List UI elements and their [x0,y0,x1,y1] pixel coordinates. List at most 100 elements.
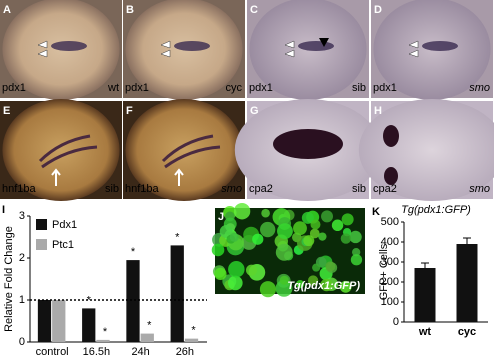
chart-title: Tg(pdx1:GFP) [401,204,471,216]
cell [275,243,293,261]
stain [383,125,399,147]
arrow [51,168,61,186]
panel-letter: K [372,206,380,218]
stain [422,41,458,51]
y-tick-label: 300 [381,256,399,268]
y-axis-label: GFP+ Cells [378,243,390,300]
condition-label: sib [352,82,366,94]
gene-label: pdx1 [125,82,149,94]
embryo [2,99,120,201]
cell [320,278,333,292]
arrowhead [37,40,48,58]
stain [38,134,98,169]
y-tick-label: 3 [19,210,25,222]
legend-swatch [36,219,47,230]
gene-label: hnf1ba [125,183,160,195]
bar [456,244,478,322]
y-tick-label: 2 [19,252,25,264]
cell [351,247,361,257]
bar [414,268,436,322]
arrowhead [408,40,419,58]
bar [184,338,199,342]
cell [307,275,319,286]
cell [211,243,225,257]
panel-letter: H [374,105,382,117]
bar [170,245,184,342]
y-tick-label: 200 [381,276,399,288]
x-tick-label: cyc [458,326,476,338]
condition-label: smo [469,183,490,195]
cell [318,232,327,241]
significance-marker: * [175,231,180,243]
bar [140,333,154,342]
panel-letter: I [2,204,5,216]
panel-letter: F [126,105,133,117]
condition-label: sib [352,183,366,195]
gene-label: hnf1ba [2,183,37,195]
cell [246,264,258,276]
arrow [174,168,184,186]
cell [331,219,344,231]
y-tick-label: 100 [381,296,399,308]
condition-label: smo [469,82,490,94]
arrowhead [284,40,295,58]
bar [126,260,140,342]
arrowhead [319,38,329,47]
cell [293,221,307,236]
y-axis-label: Relative Fold Change [3,226,15,332]
gene-label: cpa2 [373,183,397,195]
cell [228,261,245,278]
cell [252,233,264,245]
condition-label: smo [221,183,242,195]
stain [161,134,221,169]
panel-letter: J [218,211,224,223]
stain [273,129,343,159]
cell [339,280,352,293]
cell [301,211,314,224]
cell [228,275,243,291]
x-tick-label: control [36,346,69,356]
cell [261,208,270,218]
y-tick-label: 400 [381,236,399,248]
cell [325,261,336,272]
y-tick-label: 1 [19,294,25,306]
error-bar [463,237,471,244]
embryo [125,99,243,201]
cell [349,230,362,244]
error-bar [421,262,429,268]
panel-letter: G [250,105,259,117]
cell [219,225,233,239]
cell [260,221,276,238]
panel-letter: E [3,105,10,117]
gene-label: pdx1 [373,82,397,94]
stain [174,41,210,51]
significance-marker: * [87,294,92,306]
cell [277,223,293,240]
y-tick-label: 0 [19,336,25,348]
gene-label: cpa2 [249,183,273,195]
cell [229,232,239,242]
cell [321,210,334,223]
cell [259,281,277,298]
legend-label: Ptc1 [52,239,74,251]
significance-marker: * [131,246,136,258]
stain [51,41,87,51]
cell [214,267,227,281]
cell [275,279,293,297]
panel-letter: D [374,4,382,16]
cell [312,263,321,272]
x-tick-label: 26h [176,346,194,356]
panel-letter: B [126,4,134,16]
condition-label: wt [107,82,119,94]
stain [298,41,334,51]
significance-marker: * [147,320,152,332]
cell [341,213,354,226]
cell [279,275,289,285]
stain [384,167,398,185]
image-label: Tg(pdx1:GFP) [287,280,360,292]
gene-label: pdx1 [2,82,26,94]
bar [37,300,52,342]
x-tick-label: 24h [131,346,149,356]
x-tick-label: wt [418,326,432,338]
